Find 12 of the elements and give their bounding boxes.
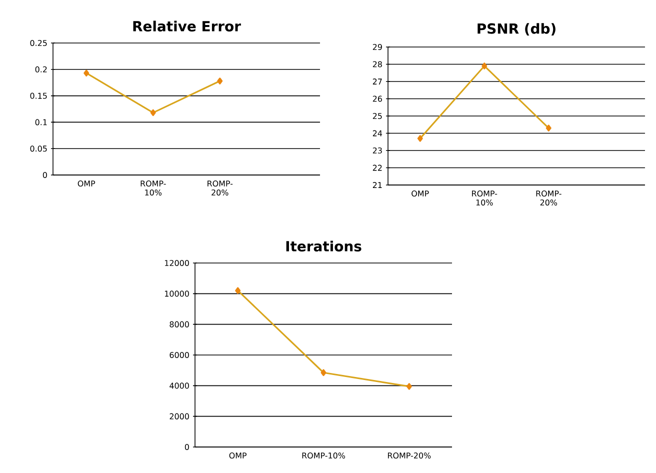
point xyxy=(84,70,90,76)
point xyxy=(406,383,412,390)
point xyxy=(235,287,241,294)
point xyxy=(482,62,488,70)
chart-title: Iterations xyxy=(286,240,362,252)
chart-title: PSNR (db) xyxy=(478,23,556,36)
point xyxy=(150,109,156,116)
point xyxy=(546,124,552,132)
point xyxy=(217,78,223,84)
point xyxy=(320,369,326,376)
point xyxy=(417,135,423,142)
chart-title: Relative Error xyxy=(133,20,241,32)
